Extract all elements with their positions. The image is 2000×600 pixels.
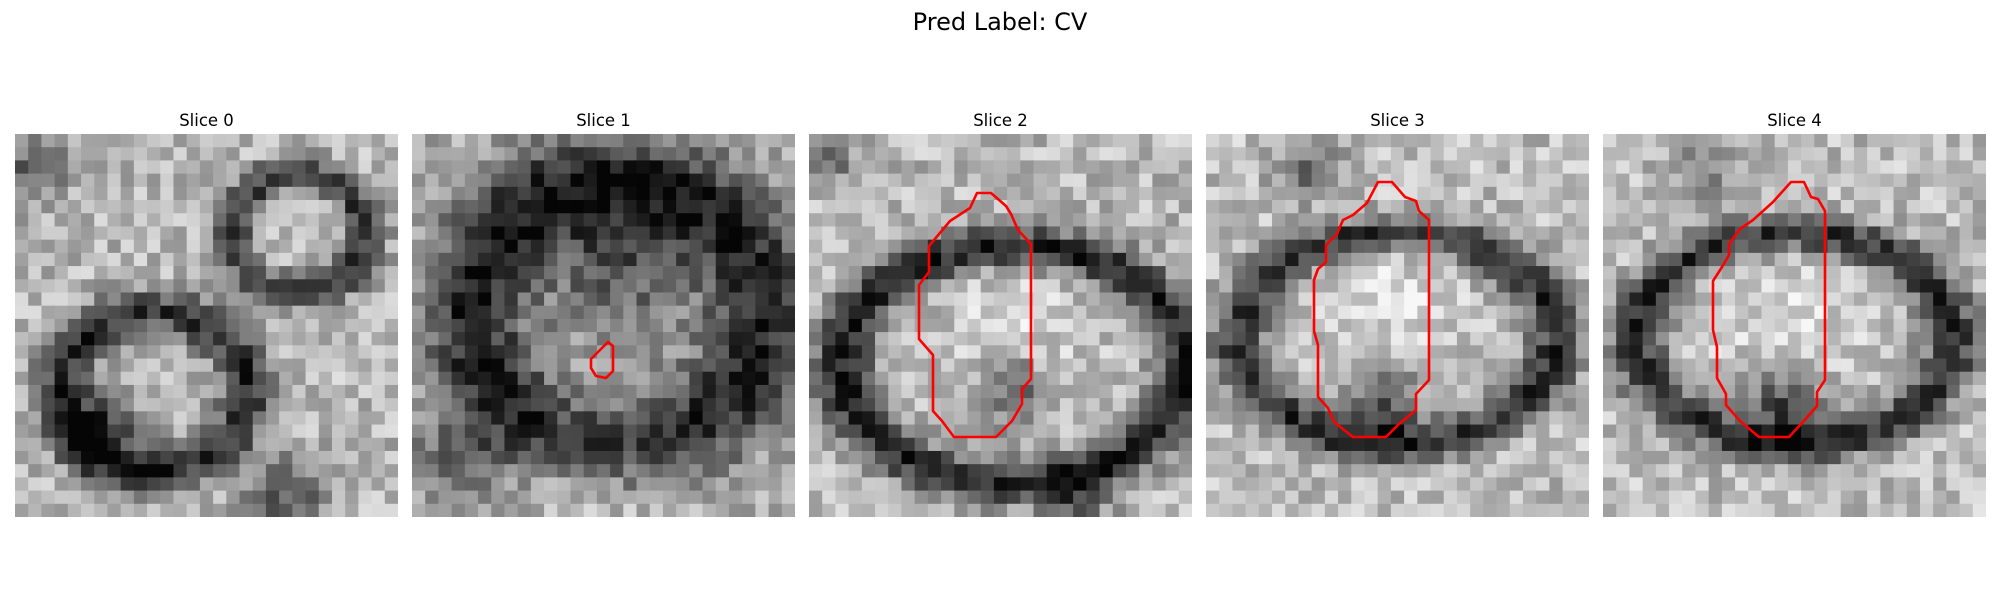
grayscale-slice-image: [1603, 134, 1986, 517]
slice-title: Slice 1: [576, 111, 631, 130]
grayscale-slice-image: [15, 134, 398, 517]
slice-title: Slice 2: [973, 111, 1028, 130]
slice-title: Slice 3: [1370, 111, 1425, 130]
slice-panel-0: Slice 0: [15, 108, 398, 517]
slice-panel-4: Slice 4: [1603, 108, 1986, 517]
slice-panel-1: Slice 1: [412, 108, 795, 517]
prediction-contour: [589, 340, 615, 380]
prediction-contour: [1312, 180, 1431, 439]
grayscale-slice-image: [809, 134, 1192, 517]
slice-panel-2: Slice 2: [809, 108, 1192, 517]
prediction-contour: [917, 191, 1033, 439]
slice-title: Slice 0: [179, 111, 234, 130]
figure-title: Pred Label: CV: [912, 8, 1088, 36]
grayscale-slice-image: [1206, 134, 1589, 517]
slice-panel-3: Slice 3: [1206, 108, 1589, 517]
prediction-contour: [1711, 180, 1827, 439]
slice-title: Slice 4: [1767, 111, 1822, 130]
grayscale-slice-image: [412, 134, 795, 517]
